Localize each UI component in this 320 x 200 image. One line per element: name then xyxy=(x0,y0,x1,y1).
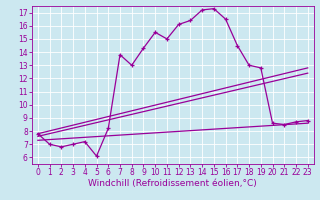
X-axis label: Windchill (Refroidissement éolien,°C): Windchill (Refroidissement éolien,°C) xyxy=(88,179,257,188)
